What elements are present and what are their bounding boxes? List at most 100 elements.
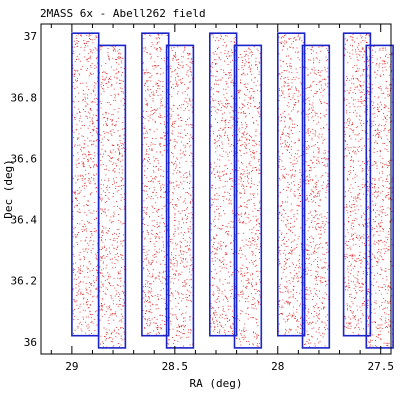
source-point [299, 178, 301, 180]
source-point [216, 141, 218, 143]
source-point [327, 82, 329, 84]
source-point [87, 61, 89, 62]
source-point [251, 88, 253, 90]
source-point [88, 53, 90, 55]
source-point [242, 174, 244, 176]
source-point [102, 230, 104, 232]
source-point [118, 296, 120, 297]
source-point [124, 268, 125, 270]
source-point [278, 151, 280, 153]
source-point [87, 242, 89, 244]
source-point [152, 178, 153, 180]
source-point [317, 264, 318, 265]
source-point [327, 222, 329, 224]
source-point [154, 65, 156, 67]
source-point [297, 238, 299, 240]
source-point [107, 52, 109, 53]
source-point [105, 195, 106, 197]
source-point [325, 242, 327, 244]
source-point [88, 173, 89, 175]
source-point [148, 311, 150, 313]
source-point [152, 273, 154, 275]
source-point [107, 139, 109, 140]
source-point [113, 206, 115, 207]
source-point [281, 232, 283, 234]
source-point [315, 175, 317, 177]
source-point [154, 144, 156, 145]
source-point [181, 61, 183, 63]
source-point [185, 202, 187, 204]
source-point [256, 334, 258, 335]
source-point [100, 240, 102, 242]
source-point [312, 299, 313, 300]
source-point [213, 236, 214, 238]
source-point [143, 316, 145, 318]
source-point [230, 327, 232, 329]
source-point [293, 285, 295, 287]
source-point [319, 80, 321, 82]
source-point [316, 186, 317, 188]
source-point [175, 306, 177, 308]
source-point [160, 190, 162, 192]
source-point [309, 236, 310, 238]
source-point [210, 88, 212, 90]
source-point [242, 72, 244, 74]
source-point [245, 223, 247, 225]
source-point [187, 70, 189, 72]
source-point [243, 337, 245, 339]
source-point [183, 333, 185, 335]
source-point [259, 213, 261, 215]
source-point [190, 238, 192, 240]
source-point [306, 244, 308, 246]
source-point [168, 343, 169, 345]
source-point [124, 338, 125, 340]
source-point [161, 48, 162, 50]
source-point [288, 187, 289, 189]
source-point [320, 242, 322, 244]
source-point [213, 93, 214, 95]
source-point [186, 252, 188, 253]
source-point [252, 144, 254, 146]
source-point [240, 280, 242, 282]
source-point [143, 268, 145, 270]
source-point [189, 332, 191, 334]
source-point [148, 262, 150, 263]
source-point [157, 226, 159, 227]
source-point [253, 197, 255, 198]
source-point [96, 276, 98, 278]
source-point [147, 72, 148, 74]
source-point [91, 212, 93, 214]
source-point [308, 87, 310, 88]
source-point [256, 335, 258, 337]
source-point [118, 329, 119, 331]
source-point [109, 307, 110, 309]
source-point [169, 201, 171, 203]
source-point [95, 164, 97, 166]
source-point [173, 220, 175, 221]
source-point [234, 37, 236, 38]
source-point [76, 40, 78, 42]
source-point [239, 167, 240, 169]
source-point [247, 176, 248, 178]
source-point [164, 138, 166, 140]
source-point [172, 59, 174, 61]
source-point [149, 129, 151, 130]
source-point [224, 254, 226, 256]
source-point [170, 281, 172, 283]
source-point [283, 85, 285, 87]
source-point [212, 106, 214, 108]
source-point [148, 249, 150, 251]
source-point [285, 267, 287, 269]
source-point [256, 48, 258, 50]
source-point [278, 73, 280, 75]
source-point [148, 154, 150, 155]
source-point [290, 226, 291, 228]
source-point [252, 317, 253, 319]
source-point [150, 110, 152, 112]
source-point [255, 85, 257, 87]
source-point [173, 248, 175, 250]
source-point [103, 227, 105, 229]
source-point [306, 298, 308, 300]
source-point [248, 200, 250, 201]
source-point [99, 72, 100, 74]
